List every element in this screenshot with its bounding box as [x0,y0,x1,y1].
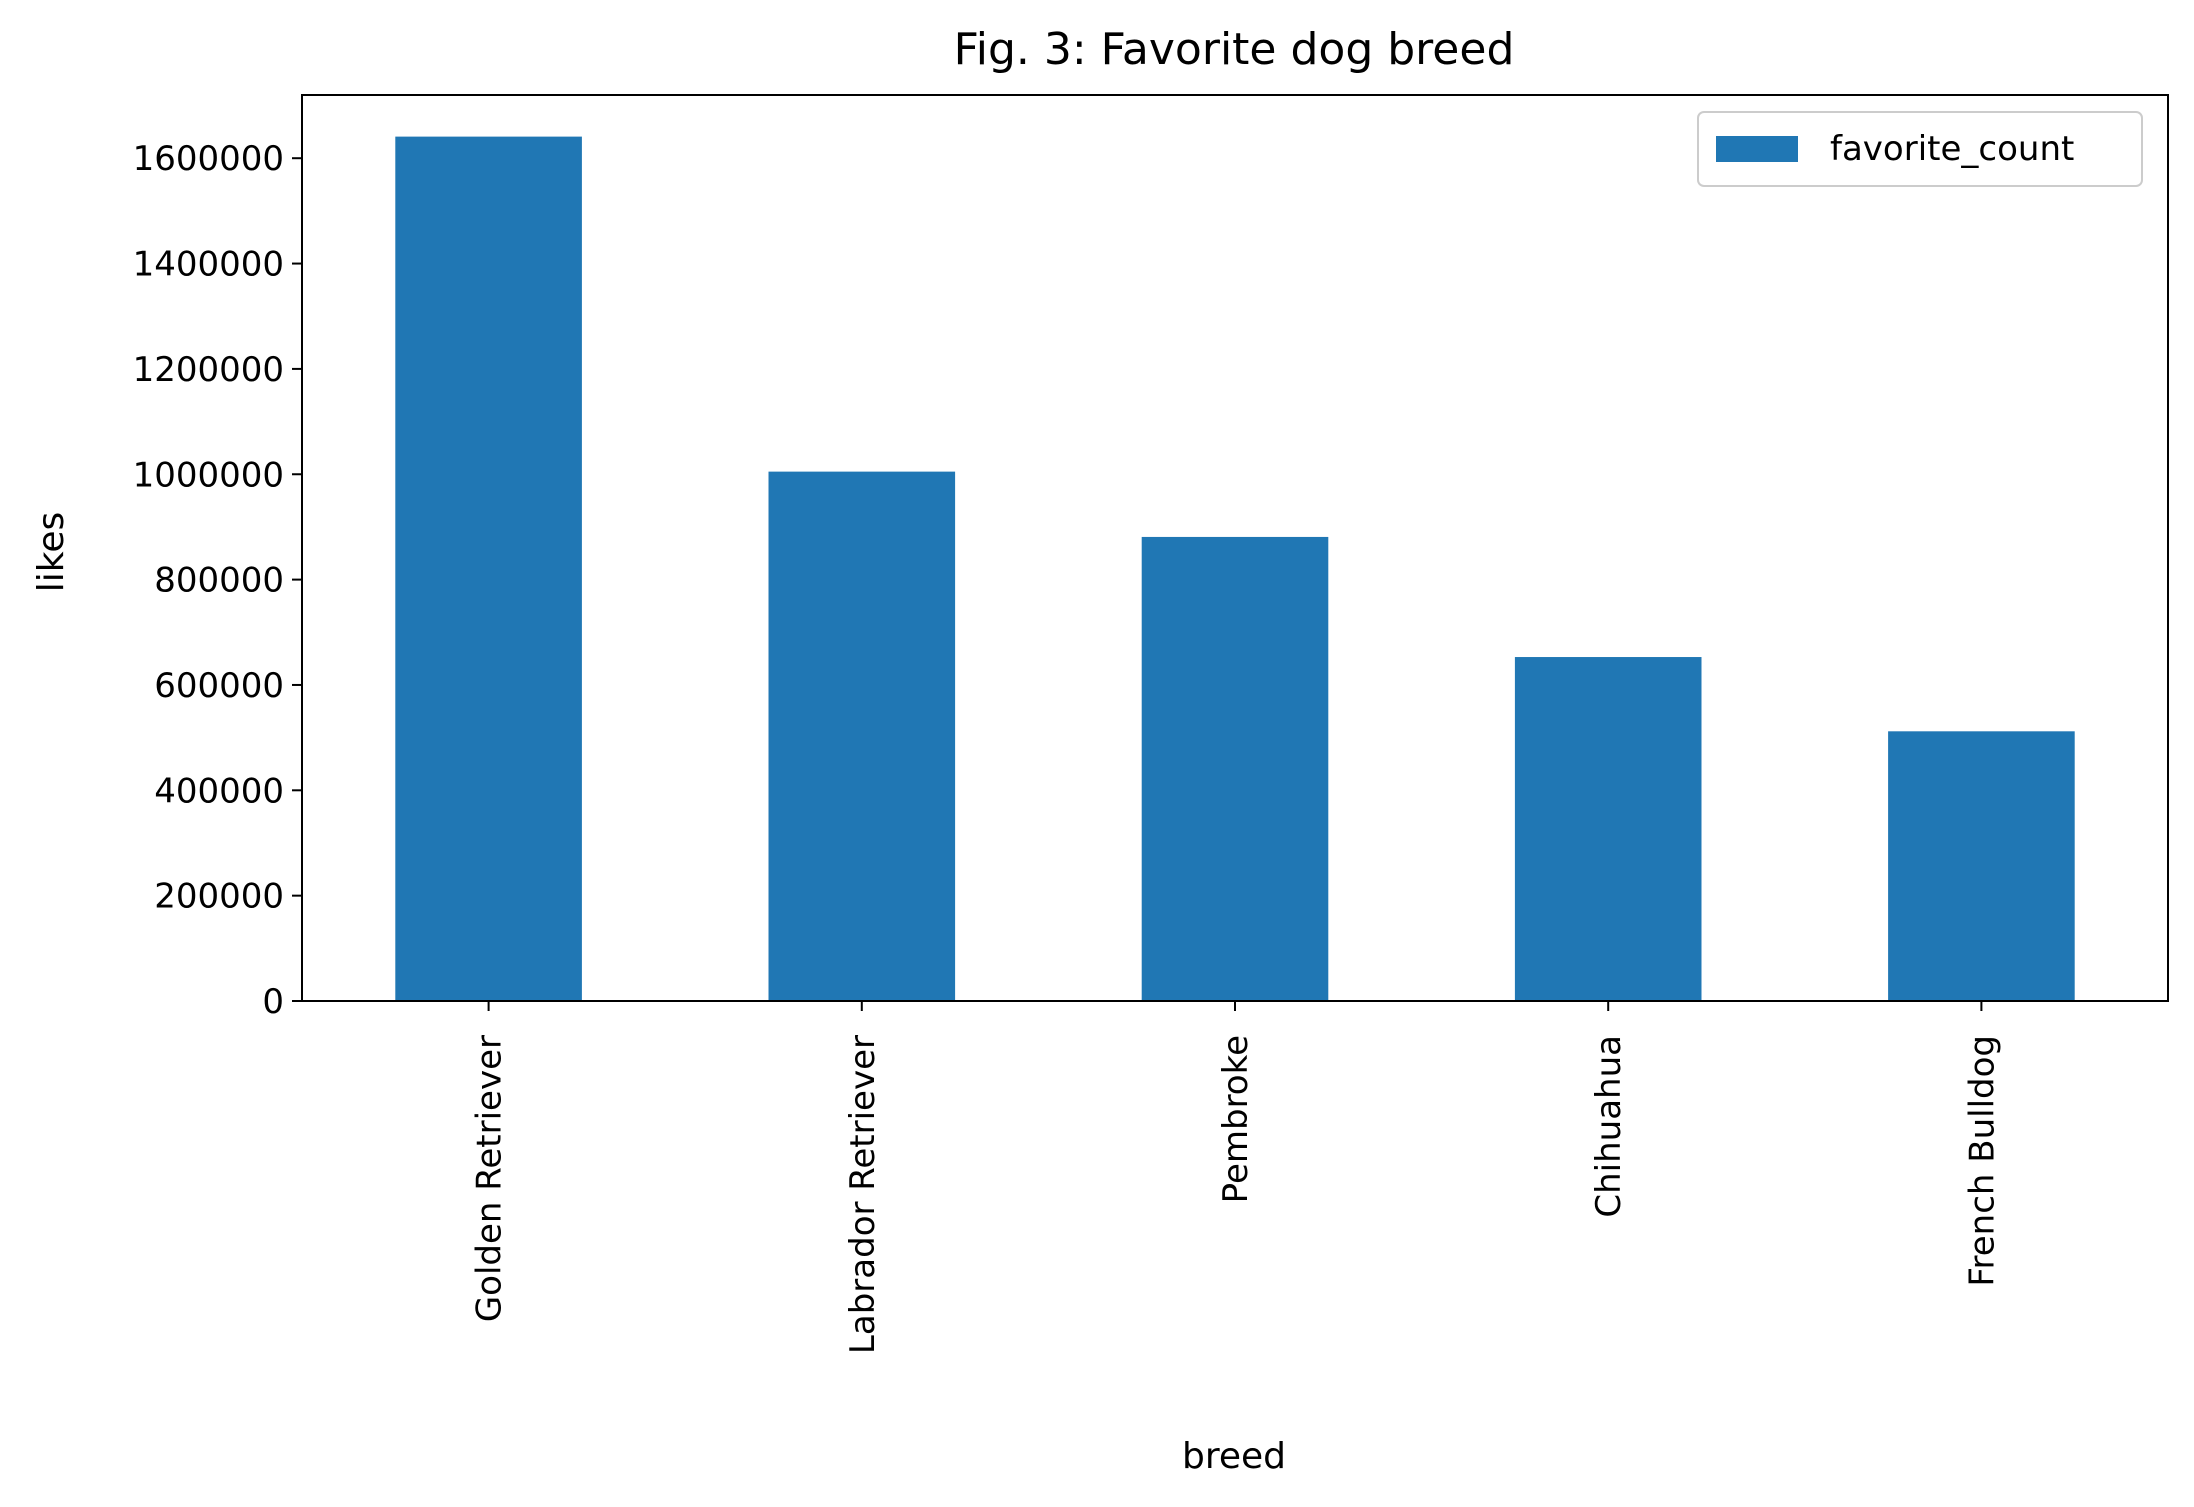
bar-chihuahua [1514,657,1702,1001]
x-tick-label: Labrador Retriever [843,1035,883,1354]
y-tick-label: 800000 [154,561,284,601]
bars-group [395,136,2075,1002]
legend-swatch [1716,136,1798,162]
plot-frame [301,94,2169,1002]
bar-pembroke [1141,536,1329,1001]
x-tick-label: Golden Retriever [470,1035,510,1322]
y-tick-label: 0 [262,982,284,1022]
legend: favorite_count [1697,111,2143,187]
x-tick-label: Chihuahua [1589,1035,1629,1218]
y-tick-label: 1400000 [133,245,284,285]
y-tick-label: 1000000 [133,455,284,495]
y-axis-label: likes [31,512,72,592]
bar-golden-retriever [395,136,582,1001]
y-tick-label: 600000 [154,666,284,706]
y-tick-label: 1200000 [133,350,284,390]
x-axis: Golden Retriever Labrador Retriever Pembro… [470,1001,2002,1354]
x-axis-label: breed [1182,1436,1286,1477]
x-tick-label: Pembroke [1216,1035,1256,1203]
y-tick-label: 200000 [154,877,284,917]
legend-box [1697,111,2143,187]
chart-title: Fig. 3: Favorite dog breed [954,24,1515,75]
y-tick-label: 400000 [154,771,284,811]
y-axis: 0 200000 400000 600000 800000 1000000 1200000 1… [133,139,302,1022]
bar-french-bulldog [1888,731,2075,1001]
x-tick-label: French Bulldog [1962,1035,2002,1287]
legend-entry: favorite_count [1830,129,2074,169]
y-tick-label: 1600000 [133,139,284,179]
bar-labrador-retriever [768,471,956,1002]
